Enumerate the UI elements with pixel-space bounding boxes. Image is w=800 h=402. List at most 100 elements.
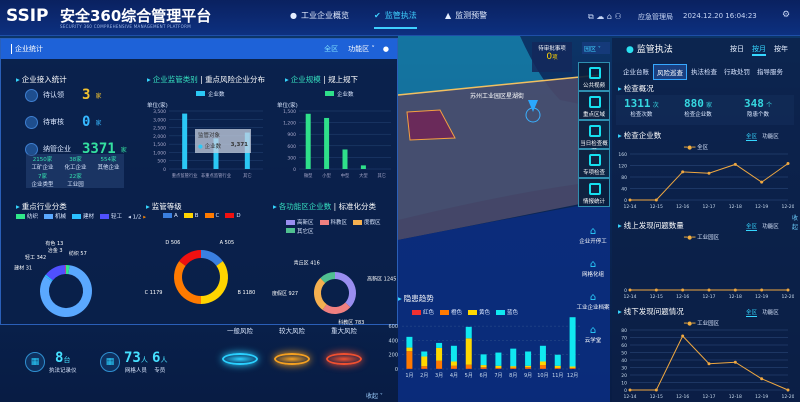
enforcement-tab[interactable]: 风险巡查 xyxy=(653,64,687,80)
enforcement-tab[interactable]: 行政处罚 xyxy=(724,68,750,76)
legend-item[interactable]: C xyxy=(204,213,219,219)
map-side-button[interactable]: ⌂ 工业企业档案 xyxy=(574,292,612,311)
donut-slice xyxy=(320,272,336,284)
bottom-stat[interactable]: 6人 专员 xyxy=(152,350,168,374)
x-tick-label: 12-19 xyxy=(755,204,768,210)
risk-indicator[interactable] xyxy=(222,353,258,365)
legend-item[interactable]: 科教区 xyxy=(319,218,347,226)
chart-scope[interactable]: 全区 功能区 xyxy=(746,310,779,317)
x-tick-label: 12-18 xyxy=(729,294,742,300)
nav-overview[interactable]: ● 工业企业概览 xyxy=(290,11,349,20)
access-item[interactable]: 待认领 3 家 xyxy=(25,87,101,103)
toolbar-icons[interactable]: ⧉ ☁ ⌂ ⚇ xyxy=(588,12,622,22)
info-icon[interactable]: ● xyxy=(382,45,389,53)
data-point xyxy=(786,161,790,165)
trend-legend[interactable]: 红色 橙色 黄色 蓝色 xyxy=(412,308,524,317)
breakdown-item[interactable]: 38家 化工企业 xyxy=(64,157,87,171)
breakdown-item[interactable]: 554家 其他企业 xyxy=(97,157,120,171)
overview-item[interactable]: 1311 次检查次数 xyxy=(624,97,659,118)
zone-legend[interactable]: 高新区 科教区 度假区其它区 xyxy=(286,218,397,235)
breakdown-item[interactable]: 22家 工业园 xyxy=(67,174,84,188)
nav-enforcement[interactable]: ✔ 监管执法 xyxy=(374,10,417,29)
map-tool-button[interactable]: 情报统计 xyxy=(578,178,610,207)
bottom-stat[interactable]: 73人 网格人员 xyxy=(124,350,148,374)
trend-stacked-bar-chart: 0 200 400 600 1月 2月 3月 4月 5月 6月 7月 8月 9月 10月 11月 12月 xyxy=(388,317,580,379)
overview-item[interactable]: 880 家检查企业数 xyxy=(684,97,713,118)
legend-item[interactable]: 度假区 xyxy=(353,218,381,226)
legend-item[interactable]: 建材 xyxy=(72,212,94,220)
period-tab[interactable]: 按日 xyxy=(730,45,744,53)
right-title: ● 监管执法 xyxy=(626,45,673,55)
legend-item[interactable]: A xyxy=(163,213,178,219)
map-tool-button[interactable]: 当日检查概况 xyxy=(578,120,610,155)
map-tool-button[interactable]: 重点区域 xyxy=(578,91,610,120)
bar xyxy=(360,165,366,169)
risk-indicator[interactable] xyxy=(274,353,310,365)
access-value: 3371 xyxy=(82,141,116,157)
stacked-bar-segment xyxy=(406,336,413,348)
bottom-stat[interactable]: 8台 执法记录仪 xyxy=(49,350,77,374)
legend-item[interactable]: 纺织 xyxy=(16,212,38,220)
bar xyxy=(305,113,311,169)
map-side-button[interactable]: ⌂ 云学堂 xyxy=(574,325,612,344)
access-label: 待认领 xyxy=(43,91,64,99)
legend-item[interactable]: 橙色 xyxy=(440,308,462,316)
map-tool-button[interactable]: 公共视频 xyxy=(578,62,610,91)
shield-icon: ● xyxy=(290,11,297,20)
stacked-bar-segment xyxy=(525,367,532,369)
legend-item[interactable]: 高新区 xyxy=(286,218,314,226)
stacked-bar-segment xyxy=(510,367,517,369)
scope-all[interactable]: 全区 xyxy=(324,45,339,53)
legend-item[interactable]: 黄色 xyxy=(468,308,490,316)
collapse-right[interactable]: 收起 xyxy=(792,215,799,231)
legend-item[interactable]: 红色 xyxy=(412,308,434,316)
chart-scope[interactable]: 全区 功能区 xyxy=(746,224,779,231)
legend-item[interactable]: 其它区 xyxy=(286,227,314,235)
overview-item[interactable]: 348 个隐患个数 xyxy=(744,97,773,118)
panel-header: 企业统计 全区 功能区 ˅ ● xyxy=(1,39,397,59)
settings-icon[interactable]: ⚙ xyxy=(782,10,791,20)
access-label: 待审核 xyxy=(43,118,64,126)
nav-warning[interactable]: ▲ 监测预警 xyxy=(445,11,488,20)
collapse-bottom[interactable]: 收起 ˅ xyxy=(366,393,383,400)
legend-pager[interactable]: ◂ 1/2 ▸ xyxy=(128,214,146,221)
pending-chip[interactable]: 待审批事项 0项 xyxy=(532,42,572,72)
map-side-button[interactable]: ⌂ 网格化组 xyxy=(574,259,612,278)
chart-scope[interactable]: 全区 功能区 xyxy=(746,134,779,141)
period-tab[interactable]: 按月 xyxy=(752,44,766,56)
legend-item[interactable]: D xyxy=(225,213,241,219)
breakdown-item[interactable]: 2150家 工矿企业 xyxy=(31,157,54,171)
legend-swatch xyxy=(353,219,363,225)
chart-legend[interactable]: ━●━ 全区 xyxy=(684,145,709,151)
legend-item[interactable]: 蓝色 xyxy=(496,308,518,316)
area-select[interactable]: 园区 ˅ xyxy=(582,42,610,54)
breakdown-item[interactable]: 7家 企业类型 xyxy=(31,174,54,188)
enforcement-tab[interactable]: 指导服务 xyxy=(757,68,783,76)
x-tick-label: 11月 xyxy=(552,373,563,379)
risk-indicator[interactable] xyxy=(326,353,362,365)
y-tick-label: 10 xyxy=(621,381,627,387)
chart-legend[interactable]: ━●━ 工业园区 xyxy=(684,235,720,241)
bar xyxy=(324,117,330,169)
legend-item[interactable]: 机械 xyxy=(44,212,66,220)
period-tab[interactable]: 按年 xyxy=(774,45,788,53)
legend-item[interactable]: 轻工 xyxy=(100,212,122,220)
chart-legend[interactable]: ━●━ 工业园区 xyxy=(684,321,720,327)
y-tick-label: 0 xyxy=(395,367,398,373)
industry-legend[interactable]: 纺织 机械 建材 轻工 ◂ 1/2 ▸ xyxy=(16,212,146,221)
access-item[interactable]: 待审核 0 家 xyxy=(25,114,101,130)
map-side-button[interactable]: ⌂ 企业开停工 xyxy=(574,226,612,245)
enforcement-tab[interactable]: 执法检查 xyxy=(691,68,717,76)
series-line xyxy=(630,163,789,201)
check-icon: ✔ xyxy=(374,11,381,20)
map-tool-button[interactable]: 专项检查 xyxy=(578,149,610,178)
access-item[interactable]: 纳管企业 3371 家 xyxy=(25,141,127,157)
x-tick-label: 12-20 xyxy=(781,394,794,400)
enforcement-tab[interactable]: 企业台账 xyxy=(623,68,649,76)
y-tick-label: 400 xyxy=(388,338,398,344)
legend-item[interactable]: B xyxy=(183,213,199,219)
scope-zone[interactable]: 功能区 ˅ xyxy=(348,45,375,53)
stacked-bar-segment xyxy=(539,365,546,369)
